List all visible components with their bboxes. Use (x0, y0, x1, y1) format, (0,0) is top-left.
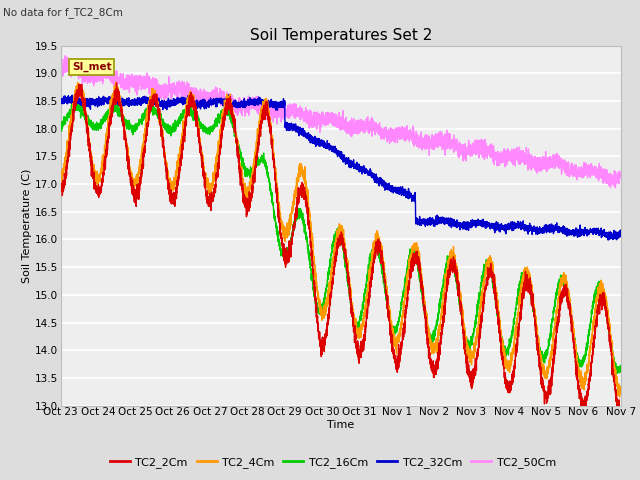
Text: SI_met: SI_met (72, 62, 111, 72)
Y-axis label: Soil Temperature (C): Soil Temperature (C) (22, 168, 32, 283)
Title: Soil Temperatures Set 2: Soil Temperatures Set 2 (250, 28, 432, 43)
Legend: TC2_2Cm, TC2_4Cm, TC2_16Cm, TC2_32Cm, TC2_50Cm: TC2_2Cm, TC2_4Cm, TC2_16Cm, TC2_32Cm, TC… (106, 452, 560, 472)
Text: No data for f_TC2_8Cm: No data for f_TC2_8Cm (3, 7, 123, 18)
X-axis label: Time: Time (327, 420, 355, 430)
